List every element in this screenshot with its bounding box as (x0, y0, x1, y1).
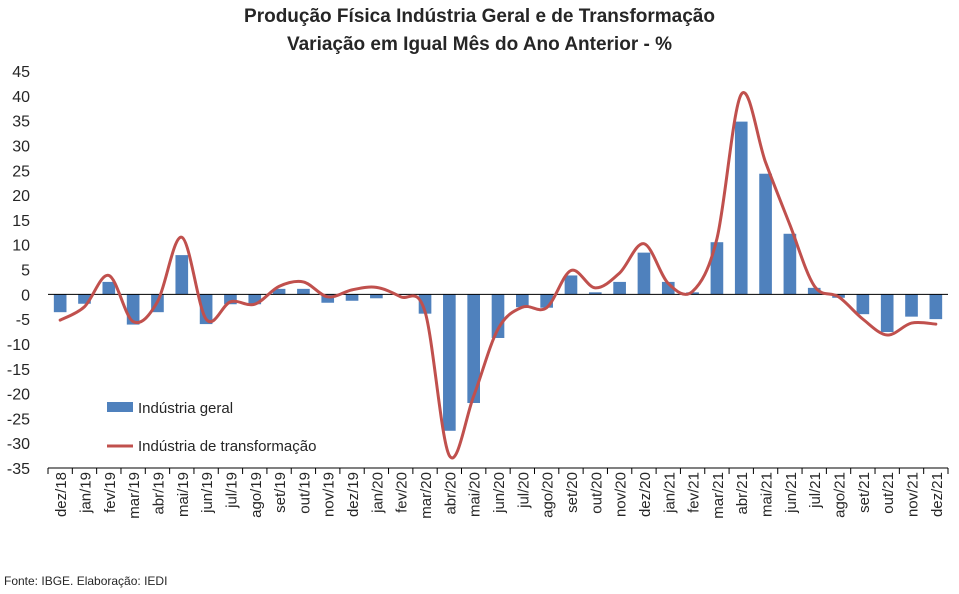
bar (418, 294, 432, 314)
source-note: Fonte: IBGE. Elaboração: IEDI (4, 574, 168, 588)
bar (175, 255, 189, 295)
x-tick-label: out/21 (880, 472, 897, 514)
x-tick-label: abr/21 (734, 472, 751, 515)
bar (102, 281, 116, 295)
bar (370, 294, 383, 299)
x-tick-label: jul/21 (807, 472, 824, 509)
x-tick-label: abr/19 (150, 472, 167, 515)
x-tick-label: mai/20 (467, 472, 484, 517)
x-tick-label: mai/21 (759, 472, 776, 517)
x-tick-label: jan/19 (77, 472, 94, 514)
x-tick-label: mar/20 (418, 472, 435, 519)
x-tick-label: fev/19 (102, 472, 119, 513)
x-tick-label: fev/20 (394, 472, 411, 513)
bar (224, 294, 237, 305)
x-tick-label: nov/21 (905, 472, 922, 517)
bar (516, 294, 529, 308)
x-tick-label: ago/19 (248, 472, 265, 518)
y-tick-label: 40 (12, 89, 30, 106)
x-tick-label: jul/19 (223, 472, 240, 509)
x-tick-label: jan/21 (661, 472, 678, 514)
x-tick-label: jun/20 (491, 472, 508, 514)
bar (248, 294, 262, 305)
bar (78, 294, 91, 304)
bar (443, 294, 456, 431)
x-tick-label: set/20 (564, 472, 581, 513)
bar (467, 294, 480, 403)
legend-label-bar: Indústria geral (138, 400, 233, 417)
x-tick-label: mar/19 (126, 472, 143, 519)
bar (734, 121, 748, 295)
bar (686, 292, 699, 295)
bar (929, 294, 943, 320)
x-tick-label: jun/21 (783, 472, 800, 514)
y-tick-label: 45 (12, 64, 30, 81)
chart-subtitle: Variação em Igual Mês do Ano Anterior - … (286, 34, 672, 55)
bar (272, 288, 286, 295)
bar (759, 173, 772, 295)
x-tick-label: ago/20 (540, 472, 557, 518)
x-tick-label: jul/20 (515, 472, 532, 509)
bar (588, 292, 602, 295)
y-tick-label: 25 (12, 163, 30, 180)
x-tick-label: abr/20 (442, 472, 459, 515)
y-tick-label: 35 (12, 114, 30, 131)
x-tick-label: dez/21 (929, 472, 946, 517)
bar (53, 294, 67, 313)
x-tick-label: set/19 (272, 472, 289, 513)
x-tick-label: jun/19 (199, 472, 216, 514)
legend-swatch-bar (107, 402, 133, 412)
y-tick-label: -30 (7, 436, 30, 453)
x-tick-label: dez/20 (637, 472, 654, 517)
x-tick-label: mar/21 (710, 472, 727, 519)
y-tick-label: -35 (7, 461, 30, 478)
bar (297, 288, 310, 295)
x-tick-label: dez/18 (53, 472, 70, 517)
y-tick-label: 10 (12, 238, 30, 255)
bar (856, 294, 870, 315)
x-tick-label: dez/19 (345, 472, 362, 517)
y-tick-label: -25 (7, 411, 30, 428)
y-tick-label: 30 (12, 138, 30, 155)
x-tick-label: ago/21 (832, 472, 849, 518)
x-tick-label: out/19 (296, 472, 313, 514)
chart-title: Produção Física Indústria Geral e de Tra… (244, 6, 715, 27)
bar (321, 294, 335, 303)
x-tick-label: fev/21 (686, 472, 703, 513)
x-tick-label: nov/19 (321, 472, 338, 517)
bar (880, 294, 894, 333)
x-tick-label: mai/19 (175, 472, 192, 517)
bar (905, 294, 918, 317)
legend-label-line: Indústria de transformação (138, 438, 316, 455)
bar (199, 294, 213, 325)
bar (637, 252, 651, 295)
bar (807, 287, 821, 295)
bar (491, 294, 505, 338)
series-line (58, 91, 938, 460)
bar (345, 294, 359, 301)
bar (783, 233, 797, 295)
y-tick-label: -15 (7, 362, 30, 379)
bar (564, 275, 578, 295)
y-tick-label: -20 (7, 387, 30, 404)
x-tick-label: out/20 (588, 472, 605, 514)
y-tick-label: 20 (12, 188, 30, 205)
y-tick-label: 5 (21, 263, 30, 280)
y-tick-label: 15 (12, 213, 30, 230)
y-tick-label: -10 (7, 337, 30, 354)
x-tick-label: set/21 (856, 472, 873, 513)
x-tick-label: nov/20 (613, 472, 630, 517)
y-tick-label: -5 (16, 312, 30, 329)
y-tick-label: 0 (21, 287, 30, 304)
x-tick-label: jan/20 (369, 472, 386, 514)
bar (613, 281, 626, 295)
